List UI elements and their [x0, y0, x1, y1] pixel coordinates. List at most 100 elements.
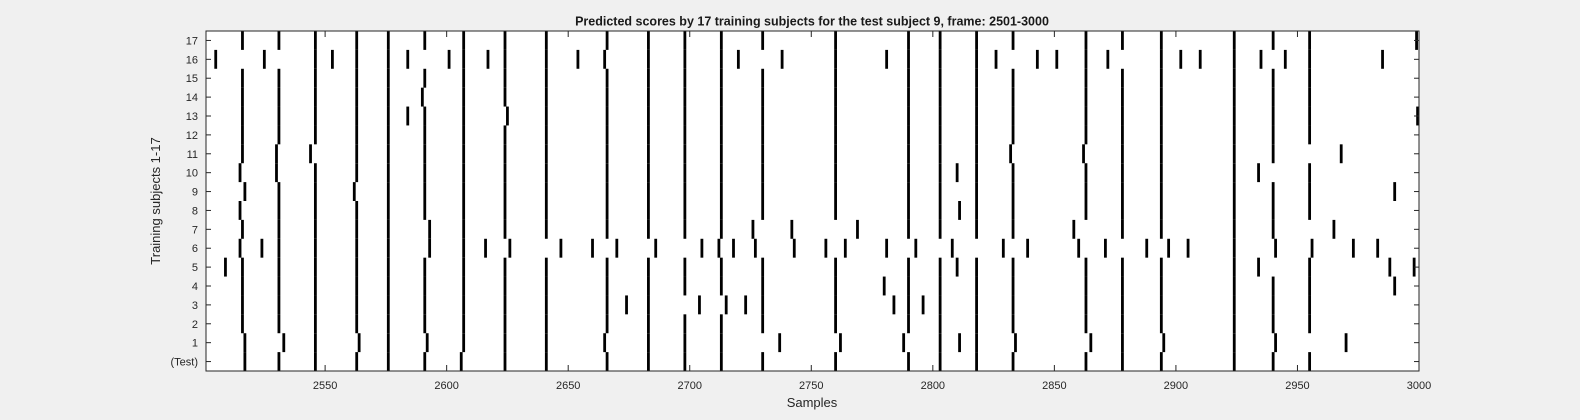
event-mark — [1308, 68, 1312, 88]
event-mark — [355, 201, 359, 220]
event-mark — [625, 295, 628, 315]
event-mark — [423, 125, 427, 145]
event-mark — [503, 257, 507, 277]
y-axis-label: Training subjects 1-17 — [148, 137, 163, 264]
event-mark — [724, 295, 728, 315]
event-mark — [975, 125, 978, 145]
y-tick-label: 1 — [192, 338, 198, 350]
event-mark — [647, 201, 650, 220]
x-tick-label: 2850 — [1042, 380, 1066, 392]
event-mark — [1159, 106, 1163, 126]
event-mark — [1332, 219, 1336, 239]
event-mark — [1232, 333, 1236, 353]
event-mark — [882, 276, 886, 296]
event-mark — [1011, 295, 1015, 315]
event-mark — [647, 314, 650, 334]
event-mark — [780, 49, 784, 69]
event-mark — [1084, 201, 1088, 220]
event-mark — [1159, 314, 1163, 334]
event-mark — [313, 106, 317, 126]
event-mark — [719, 182, 723, 201]
event-mark — [1011, 314, 1015, 334]
event-mark — [544, 144, 548, 164]
event-mark — [1084, 182, 1088, 201]
event-mark — [313, 31, 317, 50]
event-mark — [544, 352, 548, 371]
event-mark — [355, 68, 359, 88]
event-mark — [238, 201, 242, 220]
event-mark — [907, 31, 910, 50]
event-mark — [423, 276, 427, 296]
event-mark — [761, 201, 765, 220]
event-mark — [605, 201, 609, 220]
event-mark — [331, 49, 334, 69]
event-mark — [892, 295, 896, 315]
event-mark — [1001, 238, 1005, 258]
event-mark — [1011, 182, 1015, 201]
event-mark — [462, 219, 466, 239]
y-tick-label: 6 — [192, 243, 198, 255]
event-mark — [1271, 219, 1275, 239]
event-mark — [423, 68, 427, 88]
event-mark — [241, 144, 244, 164]
event-mark — [544, 163, 548, 183]
event-mark — [603, 333, 607, 353]
event-mark — [1381, 49, 1384, 69]
event-mark — [503, 333, 507, 353]
event-mark — [683, 49, 687, 69]
event-mark — [1084, 257, 1088, 277]
event-mark — [1308, 31, 1312, 50]
event-mark — [1232, 125, 1236, 145]
x-tick-label: 2900 — [1164, 380, 1188, 392]
event-mark — [277, 125, 281, 145]
event-mark — [462, 31, 466, 50]
event-mark — [975, 68, 978, 88]
event-mark — [761, 31, 765, 50]
event-mark — [1159, 87, 1163, 107]
event-mark — [1026, 238, 1030, 258]
event-mark — [1011, 125, 1015, 145]
event-mark — [243, 352, 247, 371]
event-mark — [1308, 182, 1312, 201]
y-tick-label: 4 — [192, 281, 198, 293]
event-mark — [544, 182, 548, 201]
event-mark — [1121, 333, 1124, 353]
x-tick-label: 3000 — [1407, 380, 1431, 392]
event-mark — [683, 276, 687, 296]
event-mark — [503, 144, 507, 164]
event-mark — [355, 163, 359, 183]
event-mark — [1351, 238, 1355, 258]
event-mark — [277, 219, 281, 239]
event-mark — [1308, 257, 1312, 277]
event-mark — [1308, 125, 1312, 145]
event-mark — [975, 219, 978, 239]
event-mark — [313, 238, 317, 258]
event-mark — [425, 333, 429, 353]
event-mark — [591, 238, 594, 258]
event-mark — [277, 238, 281, 258]
event-mark — [834, 87, 837, 107]
event-mark — [277, 352, 281, 371]
event-mark — [544, 68, 548, 88]
event-mark — [544, 276, 548, 296]
event-mark — [1232, 276, 1236, 296]
event-mark — [1121, 182, 1124, 201]
event-mark — [938, 49, 942, 69]
event-mark — [1084, 295, 1088, 315]
event-mark — [834, 182, 837, 201]
event-mark — [719, 314, 723, 334]
event-mark — [1084, 106, 1088, 126]
event-mark — [1104, 238, 1107, 258]
event-mark — [647, 31, 650, 50]
event-mark — [462, 276, 466, 296]
event-mark — [277, 182, 281, 201]
event-mark — [719, 333, 723, 353]
x-tick-label: 2800 — [921, 380, 945, 392]
event-mark — [241, 68, 244, 88]
event-mark — [462, 87, 466, 107]
event-mark — [423, 257, 427, 277]
x-axis: 2550 2600 2650 2700 2750 2800 2850 2900 2950 3000 — [313, 31, 1431, 392]
event-mark — [1084, 68, 1088, 88]
event-mark — [243, 182, 247, 201]
event-mark — [1011, 276, 1015, 296]
